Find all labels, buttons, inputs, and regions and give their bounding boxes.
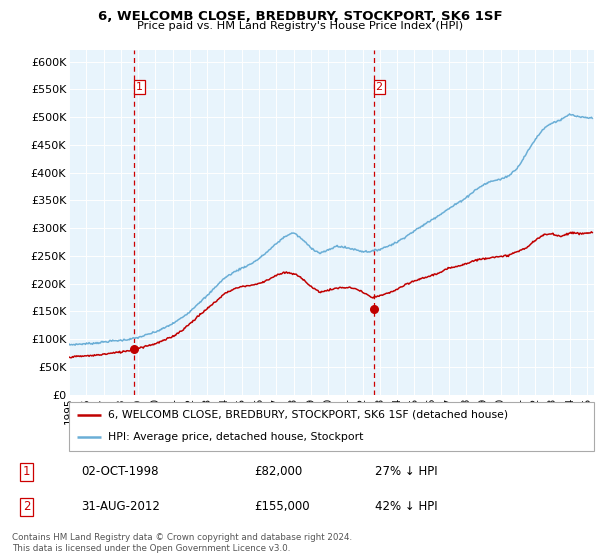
Text: 2: 2 xyxy=(376,82,383,91)
Text: 1: 1 xyxy=(23,465,30,478)
Text: 1: 1 xyxy=(136,82,143,91)
Text: 27% ↓ HPI: 27% ↓ HPI xyxy=(375,465,437,478)
Point xyxy=(130,345,139,354)
Text: 42% ↓ HPI: 42% ↓ HPI xyxy=(375,500,437,514)
Text: Price paid vs. HM Land Registry's House Price Index (HPI): Price paid vs. HM Land Registry's House … xyxy=(137,21,463,31)
Text: £82,000: £82,000 xyxy=(254,465,302,478)
Text: HPI: Average price, detached house, Stockport: HPI: Average price, detached house, Stoc… xyxy=(109,432,364,442)
Text: 2: 2 xyxy=(23,500,30,514)
Point xyxy=(369,304,379,313)
Text: 6, WELCOMB CLOSE, BREDBURY, STOCKPORT, SK6 1SF: 6, WELCOMB CLOSE, BREDBURY, STOCKPORT, S… xyxy=(98,10,502,22)
Text: £155,000: £155,000 xyxy=(254,500,310,514)
Text: 02-OCT-1998: 02-OCT-1998 xyxy=(81,465,158,478)
FancyBboxPatch shape xyxy=(69,402,594,451)
Text: 31-AUG-2012: 31-AUG-2012 xyxy=(81,500,160,514)
Text: 6, WELCOMB CLOSE, BREDBURY, STOCKPORT, SK6 1SF (detached house): 6, WELCOMB CLOSE, BREDBURY, STOCKPORT, S… xyxy=(109,410,509,420)
Text: Contains HM Land Registry data © Crown copyright and database right 2024.
This d: Contains HM Land Registry data © Crown c… xyxy=(12,533,352,553)
